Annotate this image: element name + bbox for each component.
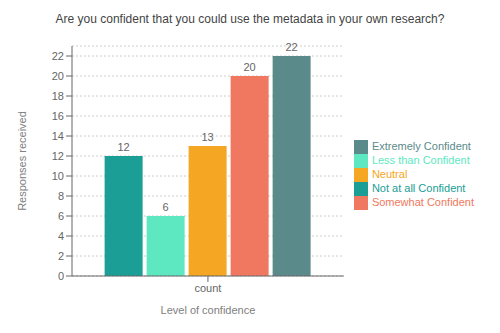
- html-text:Somewhat Confident: Somewhat Confident: [371, 196, 474, 209]
- svg-text:Level of confidence: Level of confidence: [161, 304, 256, 316]
- svg-text:22: 22: [52, 50, 64, 62]
- svg-text:22: 22: [286, 41, 298, 53]
- html-text:Extremely Confident: Extremely Confident: [371, 139, 471, 152]
- svg-text:6: 6: [163, 201, 169, 213]
- html-text:Less than Confident: Less than Confident: [371, 153, 470, 166]
- svg-text:4: 4: [58, 230, 64, 242]
- html-text:Neutral: Neutral: [371, 168, 408, 180]
- svg-text:0: 0: [58, 270, 64, 282]
- svg-text:10: 10: [52, 170, 64, 182]
- svg-text:count: count: [194, 282, 221, 294]
- svg-text:13: 13: [202, 131, 214, 143]
- svg-text:12: 12: [52, 150, 64, 162]
- svg-text:16: 16: [52, 110, 64, 122]
- svg-text:12: 12: [118, 141, 130, 153]
- html-text:Not at all Confident: Not at all Confident: [371, 182, 466, 194]
- svg-text:20: 20: [52, 70, 64, 82]
- svg-text:14: 14: [52, 130, 64, 142]
- html-text:Are you confident that you cou: Are you confident that you could use the…: [55, 12, 445, 26]
- svg-text:2: 2: [58, 250, 64, 262]
- svg-text:18: 18: [52, 90, 64, 102]
- svg-text:Responses received: Responses received: [16, 111, 28, 211]
- svg-text:8: 8: [58, 190, 64, 202]
- svg-text:20: 20: [244, 61, 256, 73]
- svg-text:6: 6: [58, 210, 64, 222]
